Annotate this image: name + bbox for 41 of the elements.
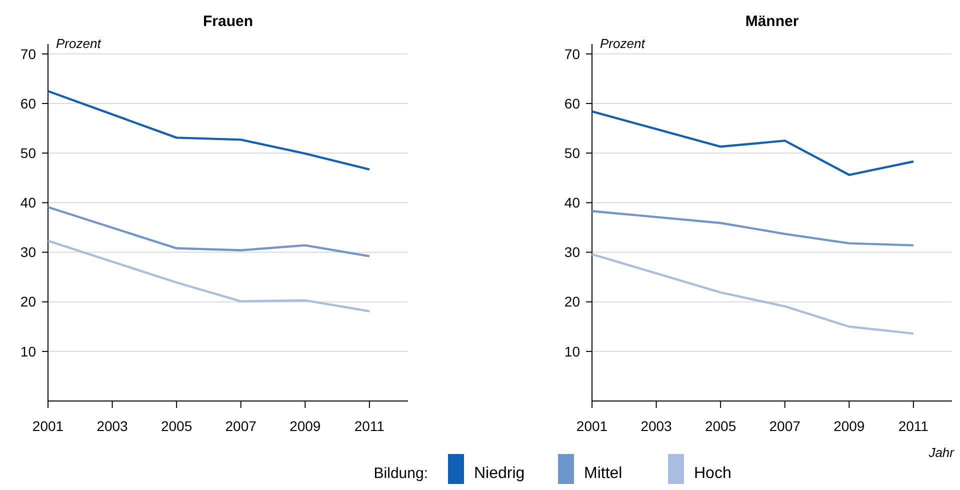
x-tick-label: 2001 bbox=[576, 418, 608, 434]
chart-title: Männer bbox=[745, 13, 799, 30]
legend-title: Bildung: bbox=[374, 465, 428, 482]
legend-label: Niedrig bbox=[474, 465, 525, 482]
line-series bbox=[46, 206, 371, 258]
line-series bbox=[46, 90, 371, 171]
x-tick-label: 2009 bbox=[834, 418, 865, 434]
line-series bbox=[590, 110, 915, 176]
x-tick-label: 2007 bbox=[225, 418, 257, 434]
x-tick-label: 2007 bbox=[769, 418, 801, 434]
y-tick-label: 30 bbox=[564, 244, 580, 260]
line-series bbox=[590, 210, 915, 246]
y-tick-label: 60 bbox=[564, 95, 580, 112]
chart-title: Frauen bbox=[202, 13, 254, 30]
y-axis-title: Prozent bbox=[56, 36, 102, 51]
x-tick-label: 2001 bbox=[32, 418, 64, 434]
y-tick-label: 50 bbox=[564, 144, 580, 161]
x-tick-label: 2005 bbox=[704, 418, 736, 434]
legend-label: Mittel bbox=[584, 465, 622, 482]
y-axis-title: Prozent bbox=[600, 36, 646, 51]
line-series bbox=[590, 253, 915, 335]
x-tick-label: 2005 bbox=[160, 418, 192, 434]
y-tick-label: 60 bbox=[20, 95, 36, 112]
legend-label: Hoch bbox=[694, 465, 732, 482]
line-series bbox=[46, 240, 371, 312]
y-tick-label: 70 bbox=[564, 46, 580, 62]
y-tick-label: 40 bbox=[564, 194, 580, 211]
x-axis-title: Jahr bbox=[928, 445, 955, 460]
x-tick-label: 2003 bbox=[96, 418, 128, 434]
y-tick-label: 40 bbox=[20, 194, 36, 211]
x-tick-label: 2009 bbox=[290, 418, 321, 434]
y-tick-label: 50 bbox=[20, 144, 36, 161]
y-tick-label: 20 bbox=[564, 294, 580, 310]
x-tick-label: 2003 bbox=[640, 418, 672, 434]
y-tick-label: 30 bbox=[20, 244, 36, 260]
x-tick-label: 2011 bbox=[354, 418, 385, 434]
y-tick-label: 10 bbox=[20, 343, 36, 360]
y-tick-label: 10 bbox=[564, 343, 580, 360]
x-tick-label: 2011 bbox=[898, 418, 929, 434]
y-tick-label: 70 bbox=[20, 46, 36, 62]
y-tick-label: 20 bbox=[20, 294, 36, 310]
